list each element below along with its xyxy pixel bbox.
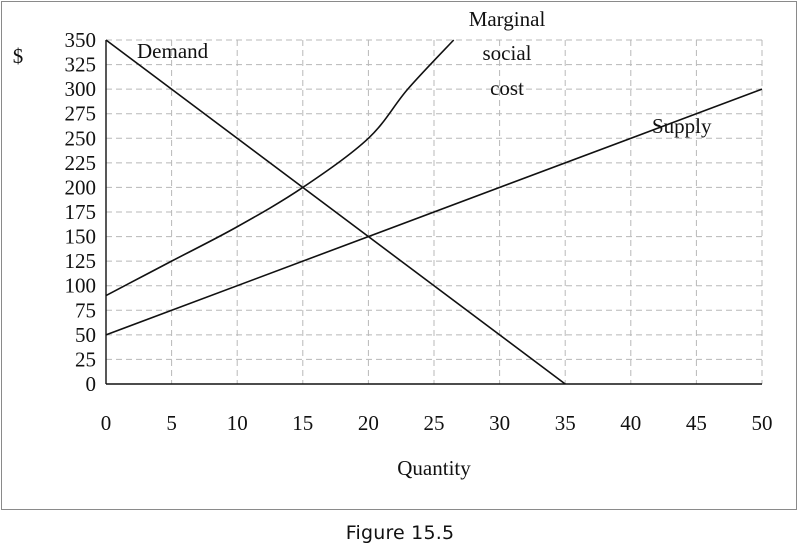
- series-line-marginal-social-cost: [105, 39, 455, 297]
- x-tick-label-1: 5: [166, 411, 177, 435]
- x-tick-labels: 0 5 10 15 20 25 30 35 40 45 50: [101, 411, 773, 435]
- x-tick-label-5: 25: [424, 411, 445, 435]
- x-tick-label-4: 20: [358, 411, 379, 435]
- x-tick-label-2: 10: [227, 411, 248, 435]
- y-tick-label-2: 50: [75, 323, 96, 347]
- x-tick-label-8: 40: [620, 411, 641, 435]
- x-tick-label-7: 35: [555, 411, 576, 435]
- y-tick-label-8: 200: [65, 175, 97, 199]
- y-tick-label-0: 0: [86, 372, 97, 396]
- y-tick-label-3: 75: [75, 298, 96, 322]
- axes: [105, 40, 762, 385]
- chart: 0255075100125150175200225250275300325350…: [13, 7, 773, 480]
- x-tick-label-0: 0: [101, 411, 112, 435]
- msc-label-line1: Marginal: [469, 7, 546, 31]
- y-tick-label-12: 300: [65, 77, 97, 101]
- demand-label: Demand: [137, 39, 209, 63]
- x-tick-label-10: 50: [752, 411, 773, 435]
- chart-frame: [1, 1, 797, 510]
- y-tick-label-14: 350: [65, 28, 97, 52]
- msc-label-line3: cost: [490, 76, 524, 100]
- x-tick-label-3: 15: [292, 411, 313, 435]
- y-tick-label-11: 275: [65, 102, 97, 126]
- series-line-supply: [105, 88, 763, 336]
- y-tick-label-7: 175: [65, 200, 97, 224]
- x-tick-label-6: 30: [489, 411, 510, 435]
- y-tick-label-5: 125: [65, 249, 97, 273]
- series-line-demand: [105, 39, 566, 385]
- y-tick-label-6: 150: [65, 225, 97, 249]
- y-tick-label-10: 250: [65, 126, 97, 150]
- msc-label-line2: social: [483, 41, 532, 65]
- figure-caption: Figure 15.5: [345, 522, 455, 544]
- y-tick-label-9: 225: [65, 151, 97, 175]
- supply-label: Supply: [652, 114, 712, 138]
- y-tick-label-13: 325: [65, 53, 97, 77]
- y-axis-label: $: [13, 44, 24, 68]
- series-lines: [105, 39, 763, 385]
- y-tick-label-4: 100: [65, 274, 97, 298]
- x-tick-label-9: 45: [686, 411, 707, 435]
- y-tick-label-1: 25: [75, 347, 96, 371]
- x-axis-label: Quantity: [397, 456, 471, 480]
